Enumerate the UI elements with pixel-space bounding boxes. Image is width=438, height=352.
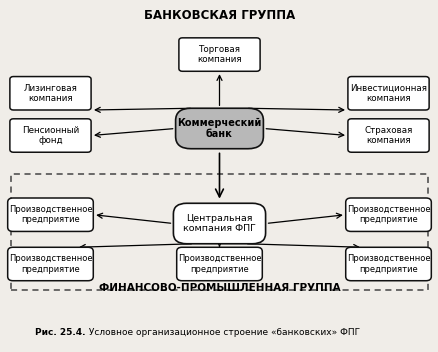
- Text: Инвестиционная
компания: Инвестиционная компания: [349, 83, 426, 103]
- FancyBboxPatch shape: [179, 38, 259, 71]
- Text: Условное организационное строение «банковских» ФПГ: Условное организационное строение «банко…: [85, 328, 359, 337]
- FancyBboxPatch shape: [10, 119, 91, 152]
- Text: Производственное
предприятие: Производственное предприятие: [177, 254, 261, 274]
- Text: ФИНАНСОВО-ПРОМЫШЛЕННАЯ ГРУППА: ФИНАНСОВО-ПРОМЫШЛЕННАЯ ГРУППА: [99, 283, 339, 293]
- Bar: [11, 174, 427, 290]
- FancyBboxPatch shape: [175, 108, 263, 149]
- Text: Лизинговая
компания: Лизинговая компания: [24, 83, 77, 103]
- Text: Производственное
предприятие: Производственное предприятие: [9, 205, 92, 225]
- FancyBboxPatch shape: [176, 247, 262, 281]
- FancyBboxPatch shape: [173, 203, 265, 244]
- FancyBboxPatch shape: [345, 247, 430, 281]
- Text: Страховая
компания: Страховая компания: [364, 126, 412, 145]
- FancyBboxPatch shape: [345, 198, 430, 232]
- Text: Коммерческий
банк: Коммерческий банк: [177, 118, 261, 139]
- Text: Производственное
предприятие: Производственное предприятие: [9, 254, 92, 274]
- Text: БАНКОВСКАЯ ГРУППА: БАНКОВСКАЯ ГРУППА: [144, 10, 294, 22]
- Text: Производственное
предприятие: Производственное предприятие: [346, 254, 429, 274]
- FancyBboxPatch shape: [347, 77, 428, 110]
- Text: Центральная
компания ФПГ: Центральная компания ФПГ: [183, 214, 255, 233]
- Text: Рис. 25.4.: Рис. 25.4.: [35, 328, 85, 337]
- FancyBboxPatch shape: [8, 247, 93, 281]
- Text: Торговая
компания: Торговая компания: [197, 45, 241, 64]
- FancyBboxPatch shape: [8, 198, 93, 232]
- Text: Пенсионный
фонд: Пенсионный фонд: [22, 126, 79, 145]
- Text: Производственное
предприятие: Производственное предприятие: [346, 205, 429, 225]
- FancyBboxPatch shape: [347, 119, 428, 152]
- FancyBboxPatch shape: [10, 77, 91, 110]
